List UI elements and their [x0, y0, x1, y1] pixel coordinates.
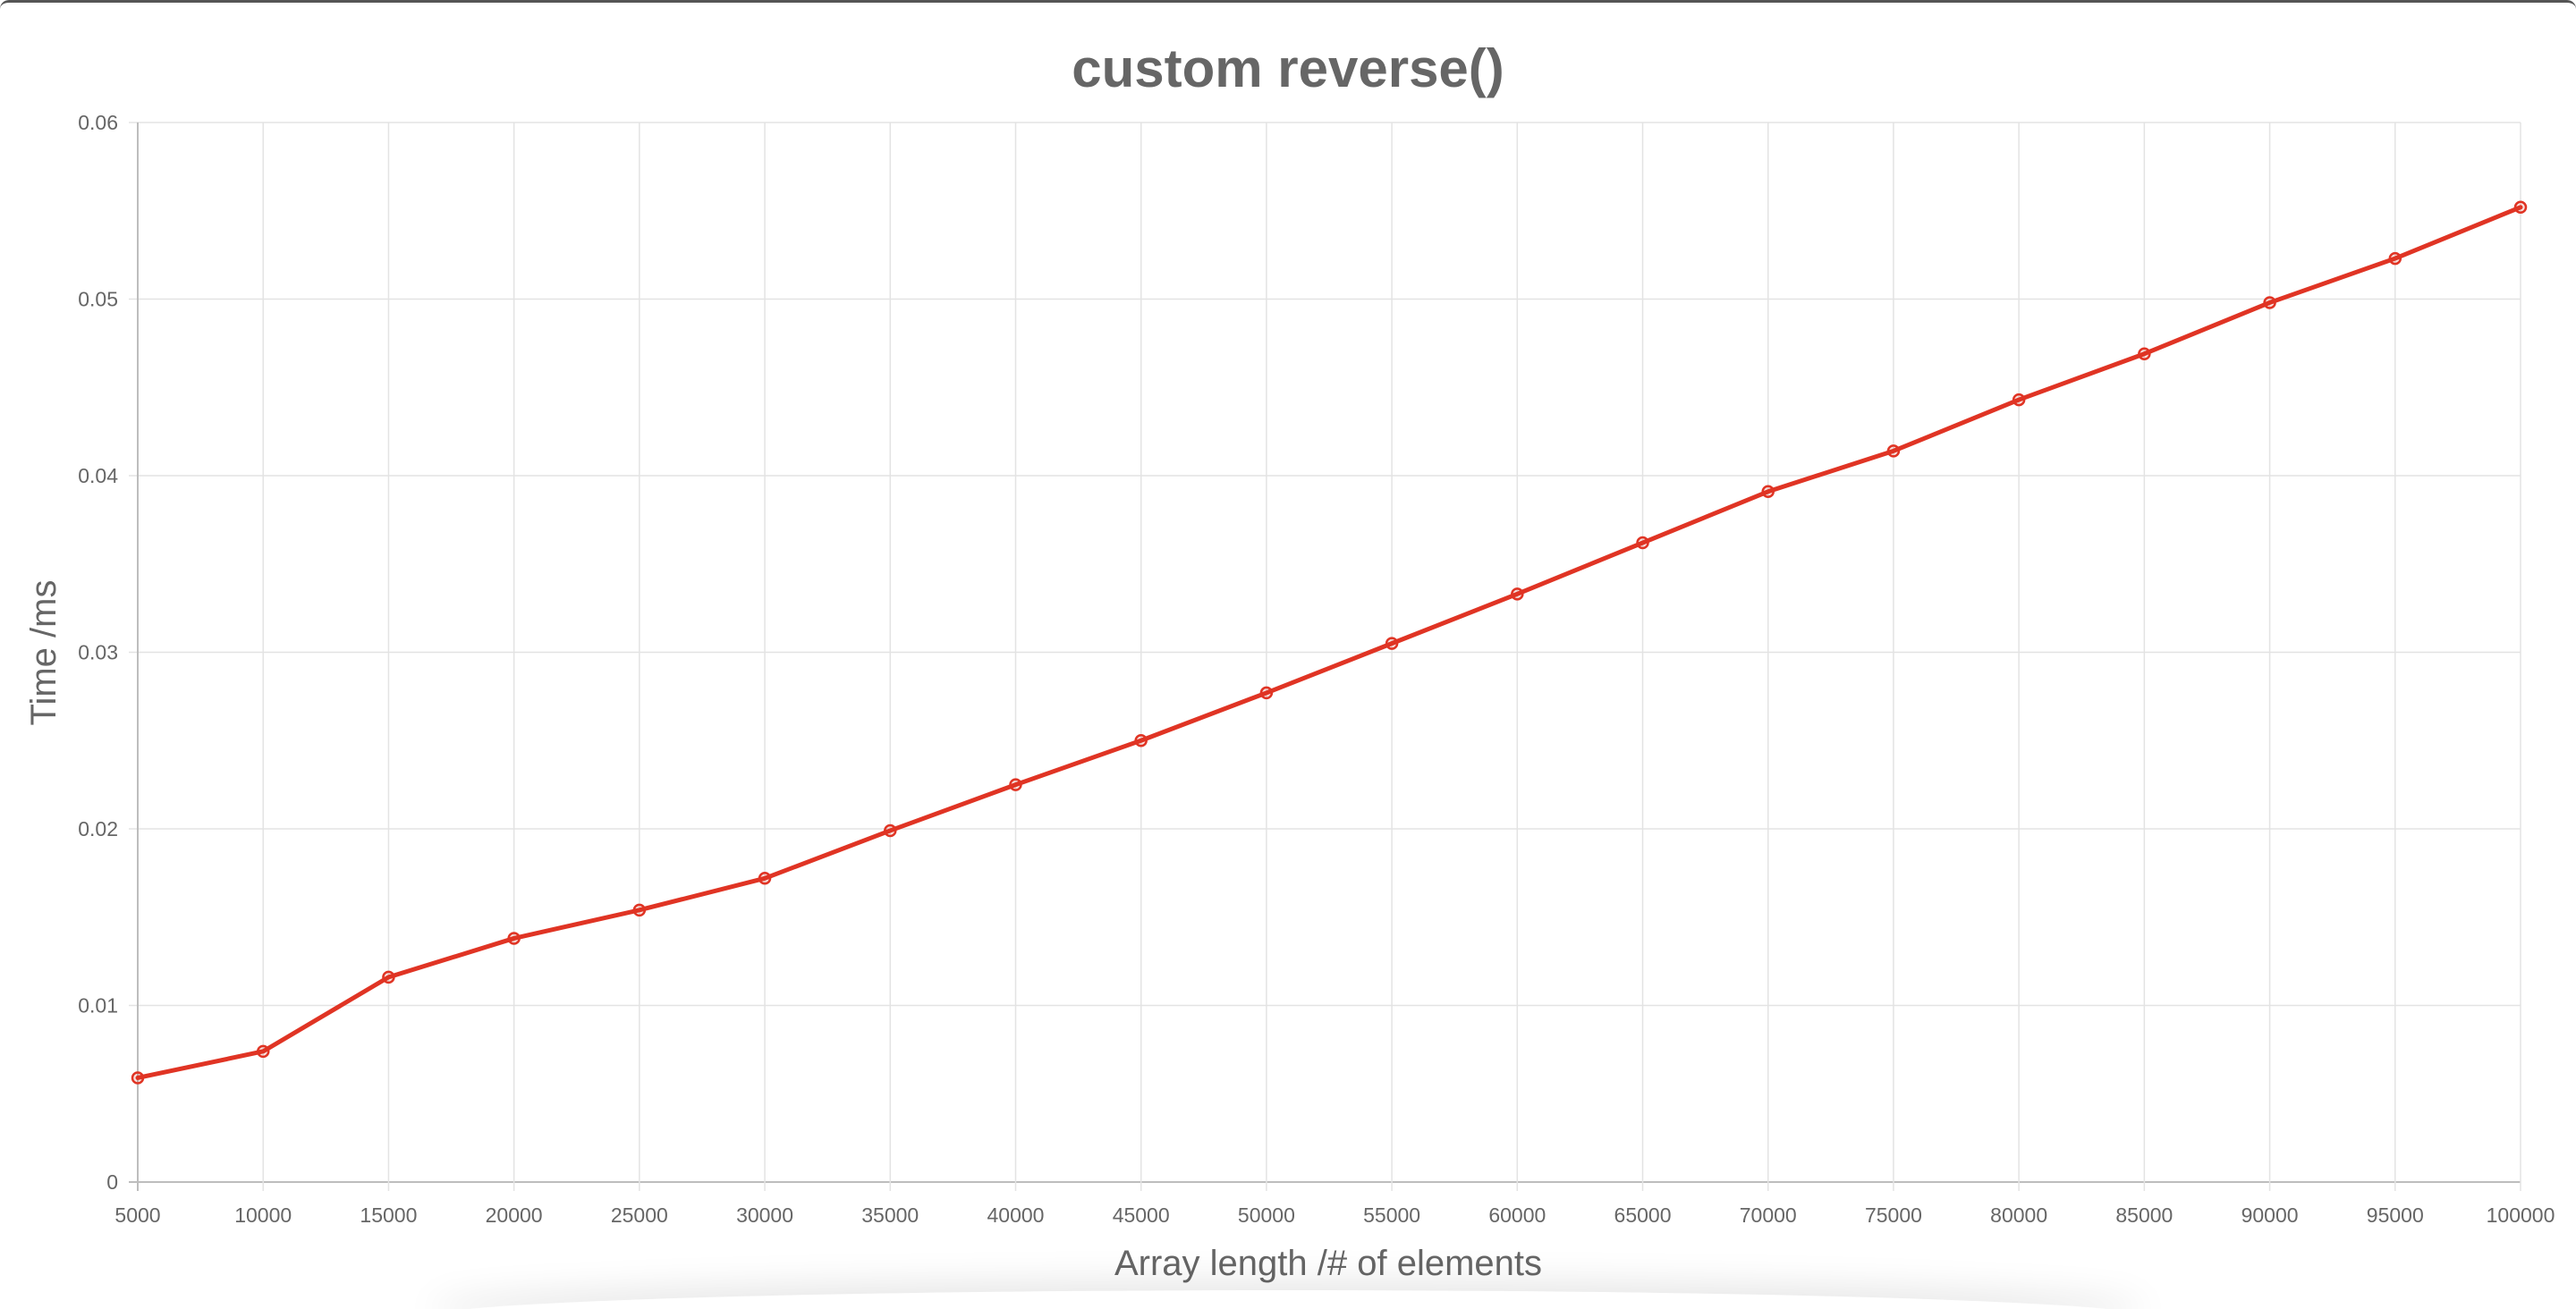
data-point	[632, 903, 647, 917]
data-point	[758, 872, 772, 885]
data-point	[1636, 536, 1649, 550]
data-point	[1134, 734, 1148, 747]
grid	[129, 122, 2521, 1191]
bottom-shadow	[429, 1290, 2147, 1309]
x-tick-label: 30000	[736, 1203, 793, 1227]
x-tick-label: 80000	[1990, 1203, 2047, 1227]
x-tick-label: 25000	[611, 1203, 668, 1227]
x-tick-label: 45000	[1113, 1203, 1170, 1227]
y-tick-label: 0.01	[78, 994, 118, 1018]
y-tick-label: 0.06	[78, 111, 118, 134]
x-tick-label: 35000	[861, 1203, 919, 1227]
x-tick-label: 65000	[1614, 1203, 1672, 1227]
data-point	[2388, 251, 2402, 266]
x-tick-label: 95000	[2367, 1203, 2424, 1227]
x-tick-label: 5000	[114, 1203, 160, 1227]
y-tick-label: 0.03	[78, 641, 118, 664]
x-tick-label: 10000	[234, 1203, 292, 1227]
line-chart: custom reverse() 0 0.01 0.02 0.03 0.04 0.05 0.…	[24, 38, 2555, 1283]
series-group	[131, 200, 2528, 1085]
data-point	[1385, 637, 1399, 650]
x-tick-label: 70000	[1740, 1203, 1797, 1227]
data-point	[1886, 444, 1901, 458]
x-axis-ticks: 5000 10000 15000 20000 25000 30000 35000 40000 4…	[114, 1203, 2555, 1227]
x-tick-label: 60000	[1488, 1203, 1546, 1227]
chart-title: custom reverse()	[1072, 38, 1504, 98]
x-tick-label: 90000	[2241, 1203, 2299, 1227]
data-point	[382, 970, 395, 984]
data-point	[1259, 686, 1274, 700]
data-point	[2263, 296, 2276, 309]
y-tick-label: 0	[106, 1170, 118, 1194]
y-axis-label: Time /ms	[24, 580, 64, 726]
x-tick-label: 50000	[1238, 1203, 1295, 1227]
data-point	[2138, 347, 2151, 360]
x-axis-label: Array length /# of elements	[1114, 1244, 1542, 1283]
data-point	[1009, 778, 1022, 791]
data-point	[1511, 587, 1524, 601]
data-point	[2012, 393, 2026, 407]
y-tick-label: 0.05	[78, 288, 118, 311]
series-line	[135, 205, 2523, 1080]
data-point	[131, 1071, 145, 1085]
x-tick-label: 40000	[987, 1203, 1044, 1227]
x-tick-label: 85000	[2115, 1203, 2173, 1227]
x-tick-label: 15000	[360, 1203, 417, 1227]
y-tick-label: 0.02	[78, 817, 118, 840]
data-point	[256, 1044, 270, 1059]
data-point	[507, 932, 521, 945]
y-tick-label: 0.04	[78, 464, 118, 487]
x-tick-label: 100000	[2487, 1203, 2555, 1227]
x-tick-label: 20000	[486, 1203, 543, 1227]
y-axis-ticks: 0 0.01 0.02 0.03 0.04 0.05 0.06	[78, 111, 118, 1194]
x-tick-label: 55000	[1363, 1203, 1420, 1227]
data-point	[884, 823, 897, 838]
data-point	[1761, 485, 1775, 499]
data-point	[2513, 200, 2528, 215]
x-tick-label: 75000	[1865, 1203, 1922, 1227]
